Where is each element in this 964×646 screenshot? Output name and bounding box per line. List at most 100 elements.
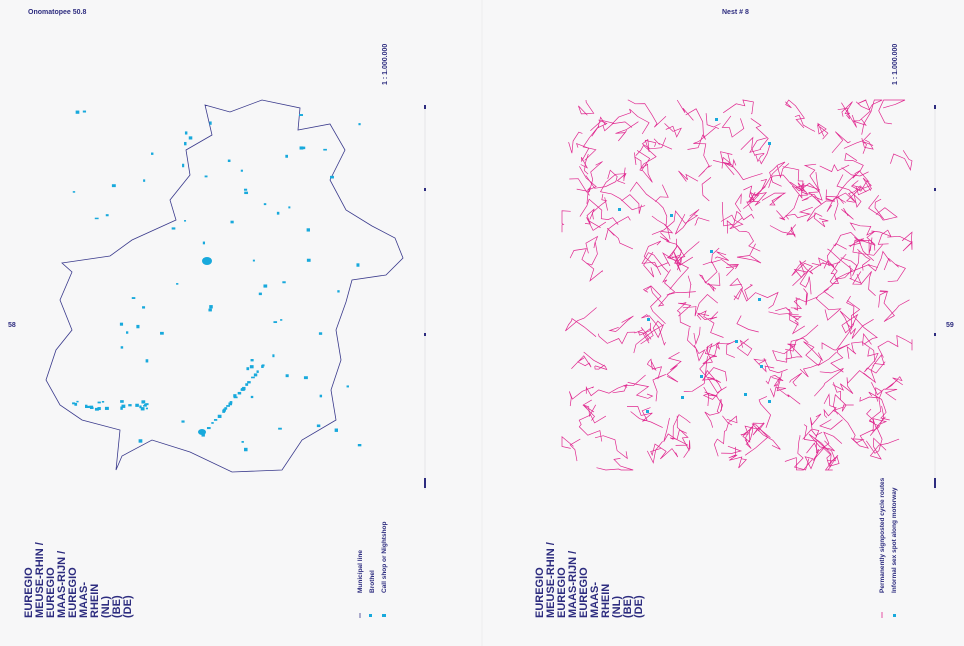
route bbox=[627, 406, 653, 422]
marker bbox=[89, 406, 94, 409]
title-line: MAAS-RIJN / bbox=[567, 551, 579, 618]
marker bbox=[184, 220, 187, 222]
route bbox=[586, 217, 607, 231]
route bbox=[585, 235, 599, 254]
marker bbox=[356, 263, 360, 267]
route bbox=[831, 131, 851, 154]
marker bbox=[142, 306, 146, 309]
marker bbox=[121, 404, 126, 408]
marker bbox=[204, 175, 208, 178]
title-line: RHEIN bbox=[600, 584, 612, 618]
marker bbox=[272, 354, 275, 358]
header: Onomatopee 50.8 bbox=[28, 9, 86, 16]
marker bbox=[226, 405, 230, 407]
route bbox=[867, 237, 873, 254]
route bbox=[832, 370, 871, 394]
route bbox=[846, 295, 878, 345]
route bbox=[707, 282, 717, 292]
marker bbox=[681, 396, 684, 399]
route bbox=[641, 252, 669, 275]
marker bbox=[261, 365, 264, 368]
route bbox=[702, 342, 718, 364]
route bbox=[837, 170, 861, 204]
marker bbox=[306, 258, 311, 262]
title-line: EUREGIO bbox=[578, 567, 590, 618]
title-line: (DE) bbox=[122, 595, 134, 618]
route bbox=[585, 169, 618, 189]
marker bbox=[249, 365, 254, 369]
route bbox=[878, 290, 889, 308]
route bbox=[743, 186, 766, 209]
route bbox=[634, 327, 652, 340]
title-line: MEUSE-RHIN / bbox=[545, 542, 557, 618]
route bbox=[867, 250, 891, 272]
marker bbox=[250, 359, 254, 362]
marker bbox=[288, 206, 291, 209]
route bbox=[694, 217, 710, 226]
scale: 1 : 1.000.000 bbox=[892, 44, 899, 85]
route bbox=[794, 296, 819, 311]
cycle-routes bbox=[561, 99, 913, 471]
route bbox=[844, 152, 870, 183]
marker bbox=[104, 406, 109, 410]
route bbox=[868, 194, 884, 221]
marker bbox=[76, 400, 79, 403]
route bbox=[855, 99, 883, 135]
route bbox=[769, 224, 797, 238]
route bbox=[789, 372, 803, 387]
marker bbox=[97, 401, 101, 404]
route bbox=[705, 113, 721, 128]
marker bbox=[171, 227, 176, 230]
marker bbox=[89, 405, 94, 408]
marker bbox=[184, 141, 187, 146]
route bbox=[744, 423, 781, 456]
route bbox=[884, 376, 903, 390]
route bbox=[787, 314, 805, 335]
route bbox=[641, 314, 666, 346]
route bbox=[578, 414, 607, 442]
route bbox=[651, 210, 699, 235]
route bbox=[746, 178, 768, 211]
route bbox=[749, 137, 767, 153]
route bbox=[687, 275, 692, 298]
marker bbox=[181, 420, 185, 423]
route bbox=[864, 348, 886, 374]
marker bbox=[646, 410, 649, 413]
route bbox=[772, 343, 797, 363]
marker bbox=[135, 403, 139, 407]
route bbox=[582, 399, 597, 418]
marker bbox=[230, 220, 234, 224]
marker bbox=[318, 332, 323, 335]
marker bbox=[263, 284, 268, 288]
page-number: 59 bbox=[946, 322, 954, 329]
marker bbox=[253, 373, 258, 377]
route bbox=[883, 257, 906, 283]
route bbox=[646, 441, 663, 464]
marker bbox=[273, 321, 278, 324]
route bbox=[768, 172, 820, 193]
route bbox=[633, 320, 665, 354]
legend: Municipal line Brothel Call shop or Nights… bbox=[357, 477, 898, 618]
legend-label: Brothel bbox=[369, 570, 376, 593]
route bbox=[776, 163, 790, 179]
route bbox=[714, 251, 729, 261]
marker bbox=[618, 208, 621, 211]
marker bbox=[229, 401, 233, 404]
route bbox=[868, 391, 890, 421]
route bbox=[561, 210, 571, 233]
route bbox=[736, 338, 753, 357]
route bbox=[794, 114, 816, 132]
route bbox=[666, 241, 686, 271]
marker bbox=[201, 433, 205, 437]
route bbox=[627, 99, 667, 128]
legend-label: Call shop or Nightshop bbox=[381, 521, 388, 593]
route bbox=[565, 307, 597, 337]
route bbox=[830, 343, 850, 373]
legend-label: Permanently signposted cycle routes bbox=[879, 477, 886, 593]
marker bbox=[202, 241, 206, 245]
legend-label: Informal sex spot along motorway bbox=[891, 487, 898, 593]
brothel-markers bbox=[72, 110, 362, 452]
marker bbox=[119, 322, 124, 326]
route bbox=[862, 140, 874, 154]
